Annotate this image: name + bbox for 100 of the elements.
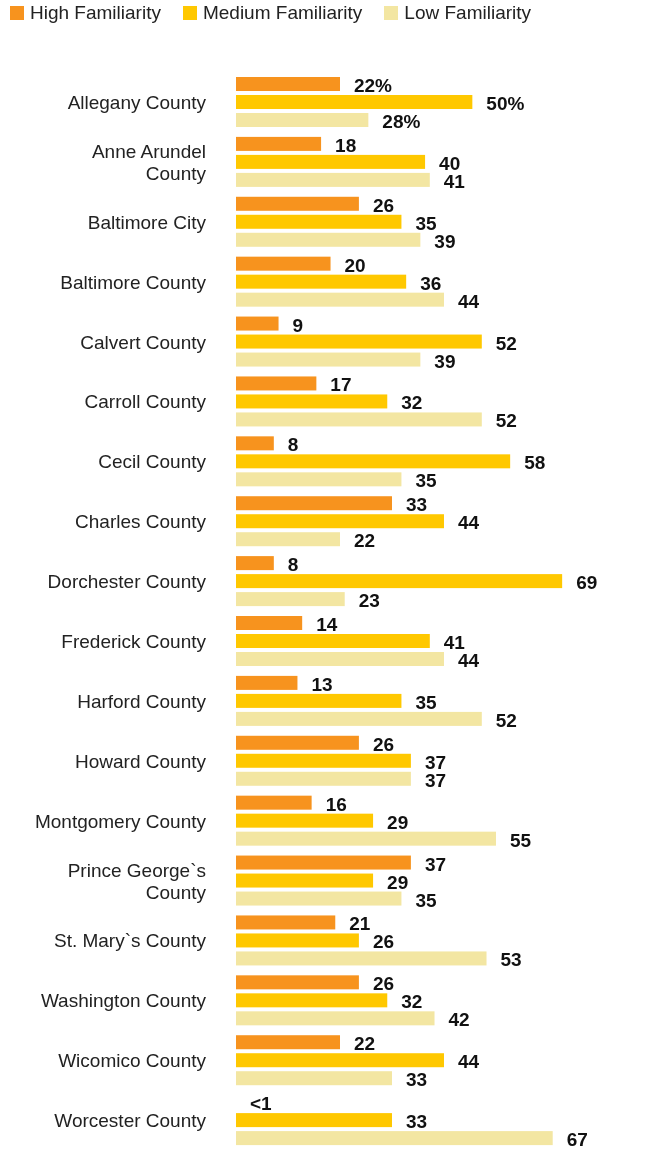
data-label: 20 [344, 254, 366, 276]
data-label: 8 [287, 434, 299, 456]
data-label: 13 [311, 673, 333, 695]
bar [236, 1011, 435, 1026]
bar [236, 1131, 553, 1146]
bar [236, 256, 331, 271]
data-label: 26 [372, 931, 395, 953]
bar [236, 77, 340, 91]
bar [236, 196, 359, 211]
y-tick-label: Anne Arundel County [91, 140, 207, 184]
bar [236, 1053, 444, 1068]
bar [236, 532, 340, 547]
bar [236, 352, 421, 367]
data-label: 22 [353, 530, 376, 552]
bar [236, 795, 312, 810]
data-label: 14 [316, 614, 338, 636]
data-label: 69 [576, 572, 598, 594]
bar [236, 993, 388, 1008]
legend-label: Medium Familiarity [201, 2, 363, 24]
data-label: 21 [349, 913, 371, 935]
data-label: 16 [325, 793, 347, 815]
data-label: 26 [372, 194, 395, 216]
data-label: 22 [353, 1033, 376, 1055]
bar [236, 933, 359, 948]
bar [236, 855, 411, 870]
bar [236, 592, 345, 607]
bar [236, 274, 407, 289]
data-label: <1 [250, 1093, 273, 1115]
bar [236, 1113, 392, 1128]
bar [236, 1035, 340, 1050]
bar [236, 172, 430, 187]
data-label: 36 [420, 272, 442, 294]
data-label: 35 [415, 691, 438, 713]
bar [236, 675, 298, 690]
data-label: 44 [457, 1051, 480, 1073]
data-label: 28% [382, 111, 421, 133]
data-label: 29 [387, 871, 409, 893]
y-tick-label: Wicomico County [58, 1049, 207, 1071]
data-label: 26 [372, 973, 395, 995]
bar [236, 771, 411, 786]
bar [236, 412, 482, 427]
bar [236, 813, 374, 828]
bar [236, 232, 421, 247]
bar [236, 376, 317, 391]
y-tick-label: Harford County [77, 690, 207, 712]
bar [236, 454, 511, 469]
bar [236, 753, 411, 768]
bar [236, 394, 388, 409]
bar [236, 556, 274, 571]
y-tick-label: Carroll County [84, 390, 207, 412]
data-label: 33 [405, 494, 428, 516]
bar [236, 616, 303, 630]
y-tick-label: Prince George`s County [67, 859, 207, 902]
bar [236, 975, 359, 990]
data-label: 8 [287, 554, 299, 576]
data-label: 33 [405, 1069, 428, 1091]
legend-label: High Familiarity [29, 2, 161, 24]
bar [236, 951, 487, 966]
data-label: 26 [372, 733, 395, 755]
data-label: 52 [495, 332, 517, 354]
y-tick-label: Worcester County [54, 1109, 207, 1131]
bar [236, 472, 402, 487]
bar [236, 693, 402, 708]
bar [236, 154, 426, 169]
data-label: 58 [524, 452, 546, 474]
y-tick-label: Baltimore County [60, 271, 207, 293]
data-label: 32 [401, 991, 423, 1013]
y-tick-label: Howard County [75, 750, 207, 772]
data-label: 37 [424, 853, 447, 875]
data-label: 67 [566, 1129, 588, 1151]
y-tick-label: Frederick County [61, 630, 207, 652]
y-tick-label: Allegany County [67, 91, 207, 113]
bar [236, 574, 563, 589]
bar [236, 292, 444, 307]
bar [236, 634, 430, 648]
data-label: 18 [335, 134, 357, 156]
bar [236, 95, 473, 109]
data-label: 23 [358, 590, 380, 612]
y-tick-label: Calvert County [80, 331, 207, 352]
bar [236, 831, 496, 846]
data-label: 55 [509, 829, 532, 851]
y-tick-label: Dorchester County [47, 570, 207, 592]
y-tick-label: Washington County [40, 989, 207, 1011]
bar [236, 436, 274, 451]
bar [236, 316, 279, 331]
bar [236, 735, 359, 750]
data-label: 42 [448, 1009, 470, 1031]
bar [236, 873, 374, 888]
data-label: 35 [415, 470, 438, 492]
data-label: 44 [457, 290, 480, 312]
data-label: 33 [405, 1111, 428, 1133]
y-tick-label: Cecil County [98, 450, 207, 472]
bar [236, 214, 402, 229]
data-label: 17 [330, 374, 352, 396]
bar [236, 514, 444, 529]
data-label: 50% [486, 93, 525, 115]
bar [236, 136, 322, 151]
data-label: 44 [457, 512, 480, 534]
bar [236, 496, 392, 511]
data-label: 9 [292, 314, 304, 336]
